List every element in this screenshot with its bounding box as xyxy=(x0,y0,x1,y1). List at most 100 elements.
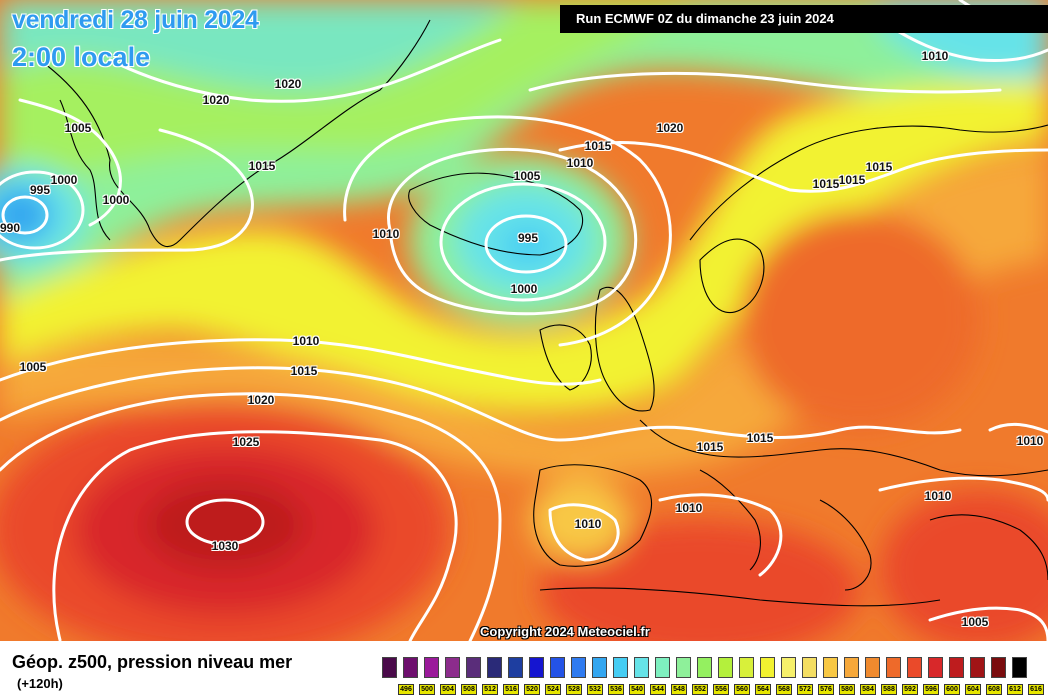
pressure-label: 1020 xyxy=(274,77,302,91)
pressure-label: 1005 xyxy=(513,169,541,183)
legend-swatch xyxy=(697,657,712,678)
legend-swatch xyxy=(382,657,397,678)
legend-swatch xyxy=(760,657,775,678)
isobar-1000-iceland xyxy=(439,182,607,302)
color-fill xyxy=(0,0,1048,641)
isobar-995-greenland xyxy=(1,195,49,235)
pressure-label: 1015 xyxy=(838,173,866,187)
legend-level: 516 xyxy=(503,684,519,695)
legend-level: 508 xyxy=(461,684,477,695)
legend-swatch xyxy=(592,657,607,678)
legend-swatch xyxy=(445,657,460,678)
isobar-1010-iceland xyxy=(343,115,672,347)
forecast-time: 2:00 locale xyxy=(12,42,151,72)
weather-map: 1010 1020 1020 1005 1020 1015 1010 1015 1015 1005… xyxy=(0,0,1048,641)
pressure-label: 1015 xyxy=(584,139,612,153)
map-caption: Géop. z500, pression niveau mer xyxy=(12,652,293,672)
isobar-1020-north xyxy=(108,38,502,103)
pressure-label: 1015 xyxy=(746,431,774,445)
isobar-1010-med xyxy=(658,493,783,577)
pressure-label: 1015 xyxy=(248,159,276,173)
legend-level: 500 xyxy=(419,684,435,695)
legend-level: 584 xyxy=(860,684,876,695)
isobar-1005-greenland xyxy=(18,98,122,227)
legend-swatch xyxy=(886,657,901,678)
legend-swatch xyxy=(718,657,733,678)
legend-level: 580 xyxy=(839,684,855,695)
isobar-1030 xyxy=(185,498,265,546)
isobar-1020 xyxy=(0,392,502,641)
isobar-1010-south xyxy=(0,338,602,386)
legend-level: 568 xyxy=(776,684,792,695)
legend-swatch xyxy=(823,657,838,678)
legend-level: 608 xyxy=(986,684,1002,695)
isobar-1010-east xyxy=(878,476,1048,502)
pressure-label: 1000 xyxy=(50,173,78,187)
footer: Géop. z500, pression niveau mer (+120h) … xyxy=(0,641,1048,697)
isobar-1005-iceland xyxy=(387,147,638,316)
legend-level: 540 xyxy=(629,684,645,695)
legend-level: 588 xyxy=(881,684,897,695)
copyright: Copyright 2024 Meteociel.fr xyxy=(480,624,650,639)
forecast-offset: (+120h) xyxy=(17,676,63,691)
legend-swatch xyxy=(802,657,817,678)
isobar-1020-north-atlantic xyxy=(528,71,1002,94)
isobar-1015-north xyxy=(558,141,1048,193)
pressure-label: 1015 xyxy=(290,364,318,378)
legend-swatch xyxy=(634,657,649,678)
legend-level: 596 xyxy=(923,684,939,695)
pressure-label: 1010 xyxy=(1016,434,1044,448)
legend-level: 548 xyxy=(671,684,687,695)
pressure-label: 1020 xyxy=(247,393,275,407)
pressure-label: 1015 xyxy=(812,177,840,191)
pressure-label: 1010 xyxy=(574,517,602,531)
legend-swatch xyxy=(655,657,670,678)
legend-level: 528 xyxy=(566,684,582,695)
legend-level: 496 xyxy=(398,684,414,695)
legend-swatch xyxy=(739,657,754,678)
legend-swatch xyxy=(466,657,481,678)
legend-swatch xyxy=(508,657,523,678)
legend-swatch xyxy=(550,657,565,678)
legend-level: 616 xyxy=(1028,684,1044,695)
legend-swatch xyxy=(970,657,985,678)
isobar-1015-west xyxy=(0,128,254,262)
pressure-label: 1005 xyxy=(19,360,47,374)
pressure-label: 1010 xyxy=(566,156,594,170)
legend-level: 556 xyxy=(713,684,729,695)
legend-level: 604 xyxy=(965,684,981,695)
legend-level: 572 xyxy=(797,684,813,695)
legend-level: 600 xyxy=(944,684,960,695)
legend-swatch xyxy=(991,657,1006,678)
legend-level: 532 xyxy=(587,684,603,695)
legend-swatch xyxy=(844,657,859,678)
pressure-label: 1015 xyxy=(865,160,893,174)
pressure-label: 1020 xyxy=(202,93,230,107)
pressure-label: 1005 xyxy=(64,121,92,135)
isobar-995-iceland xyxy=(484,214,568,274)
legend-level: 524 xyxy=(545,684,561,695)
legend-swatch xyxy=(676,657,691,678)
color-legend: 496 500 504 508 512 516 520 524 528 532 536 540 544 5… xyxy=(382,657,1044,697)
legend-swatch xyxy=(403,657,418,678)
forecast-date: vendredi 28 juin 2024 xyxy=(12,6,259,34)
legend-swatch xyxy=(487,657,502,678)
legend-level: 560 xyxy=(734,684,750,695)
pressure-label: 1000 xyxy=(102,193,130,207)
pressure-label: 1010 xyxy=(924,489,952,503)
legend-level: 504 xyxy=(440,684,456,695)
isobar-1005-se xyxy=(928,606,1048,641)
pressure-label: 1020 xyxy=(656,121,684,135)
legend-swatch xyxy=(928,657,943,678)
pressure-label: 1010 xyxy=(372,227,400,241)
legend-level: 520 xyxy=(524,684,540,695)
isobar-1010-far-east xyxy=(988,422,1048,434)
pressure-label: 1025 xyxy=(232,435,260,449)
pressure-label: 1015 xyxy=(696,440,724,454)
isobar-1010-iberia xyxy=(548,503,620,562)
pressure-label: 1010 xyxy=(292,334,320,348)
legend-swatch xyxy=(529,657,544,678)
isobar-1000-greenland xyxy=(0,170,85,250)
pressure-label: 995 xyxy=(29,183,51,197)
legend-swatch xyxy=(1012,657,1027,678)
